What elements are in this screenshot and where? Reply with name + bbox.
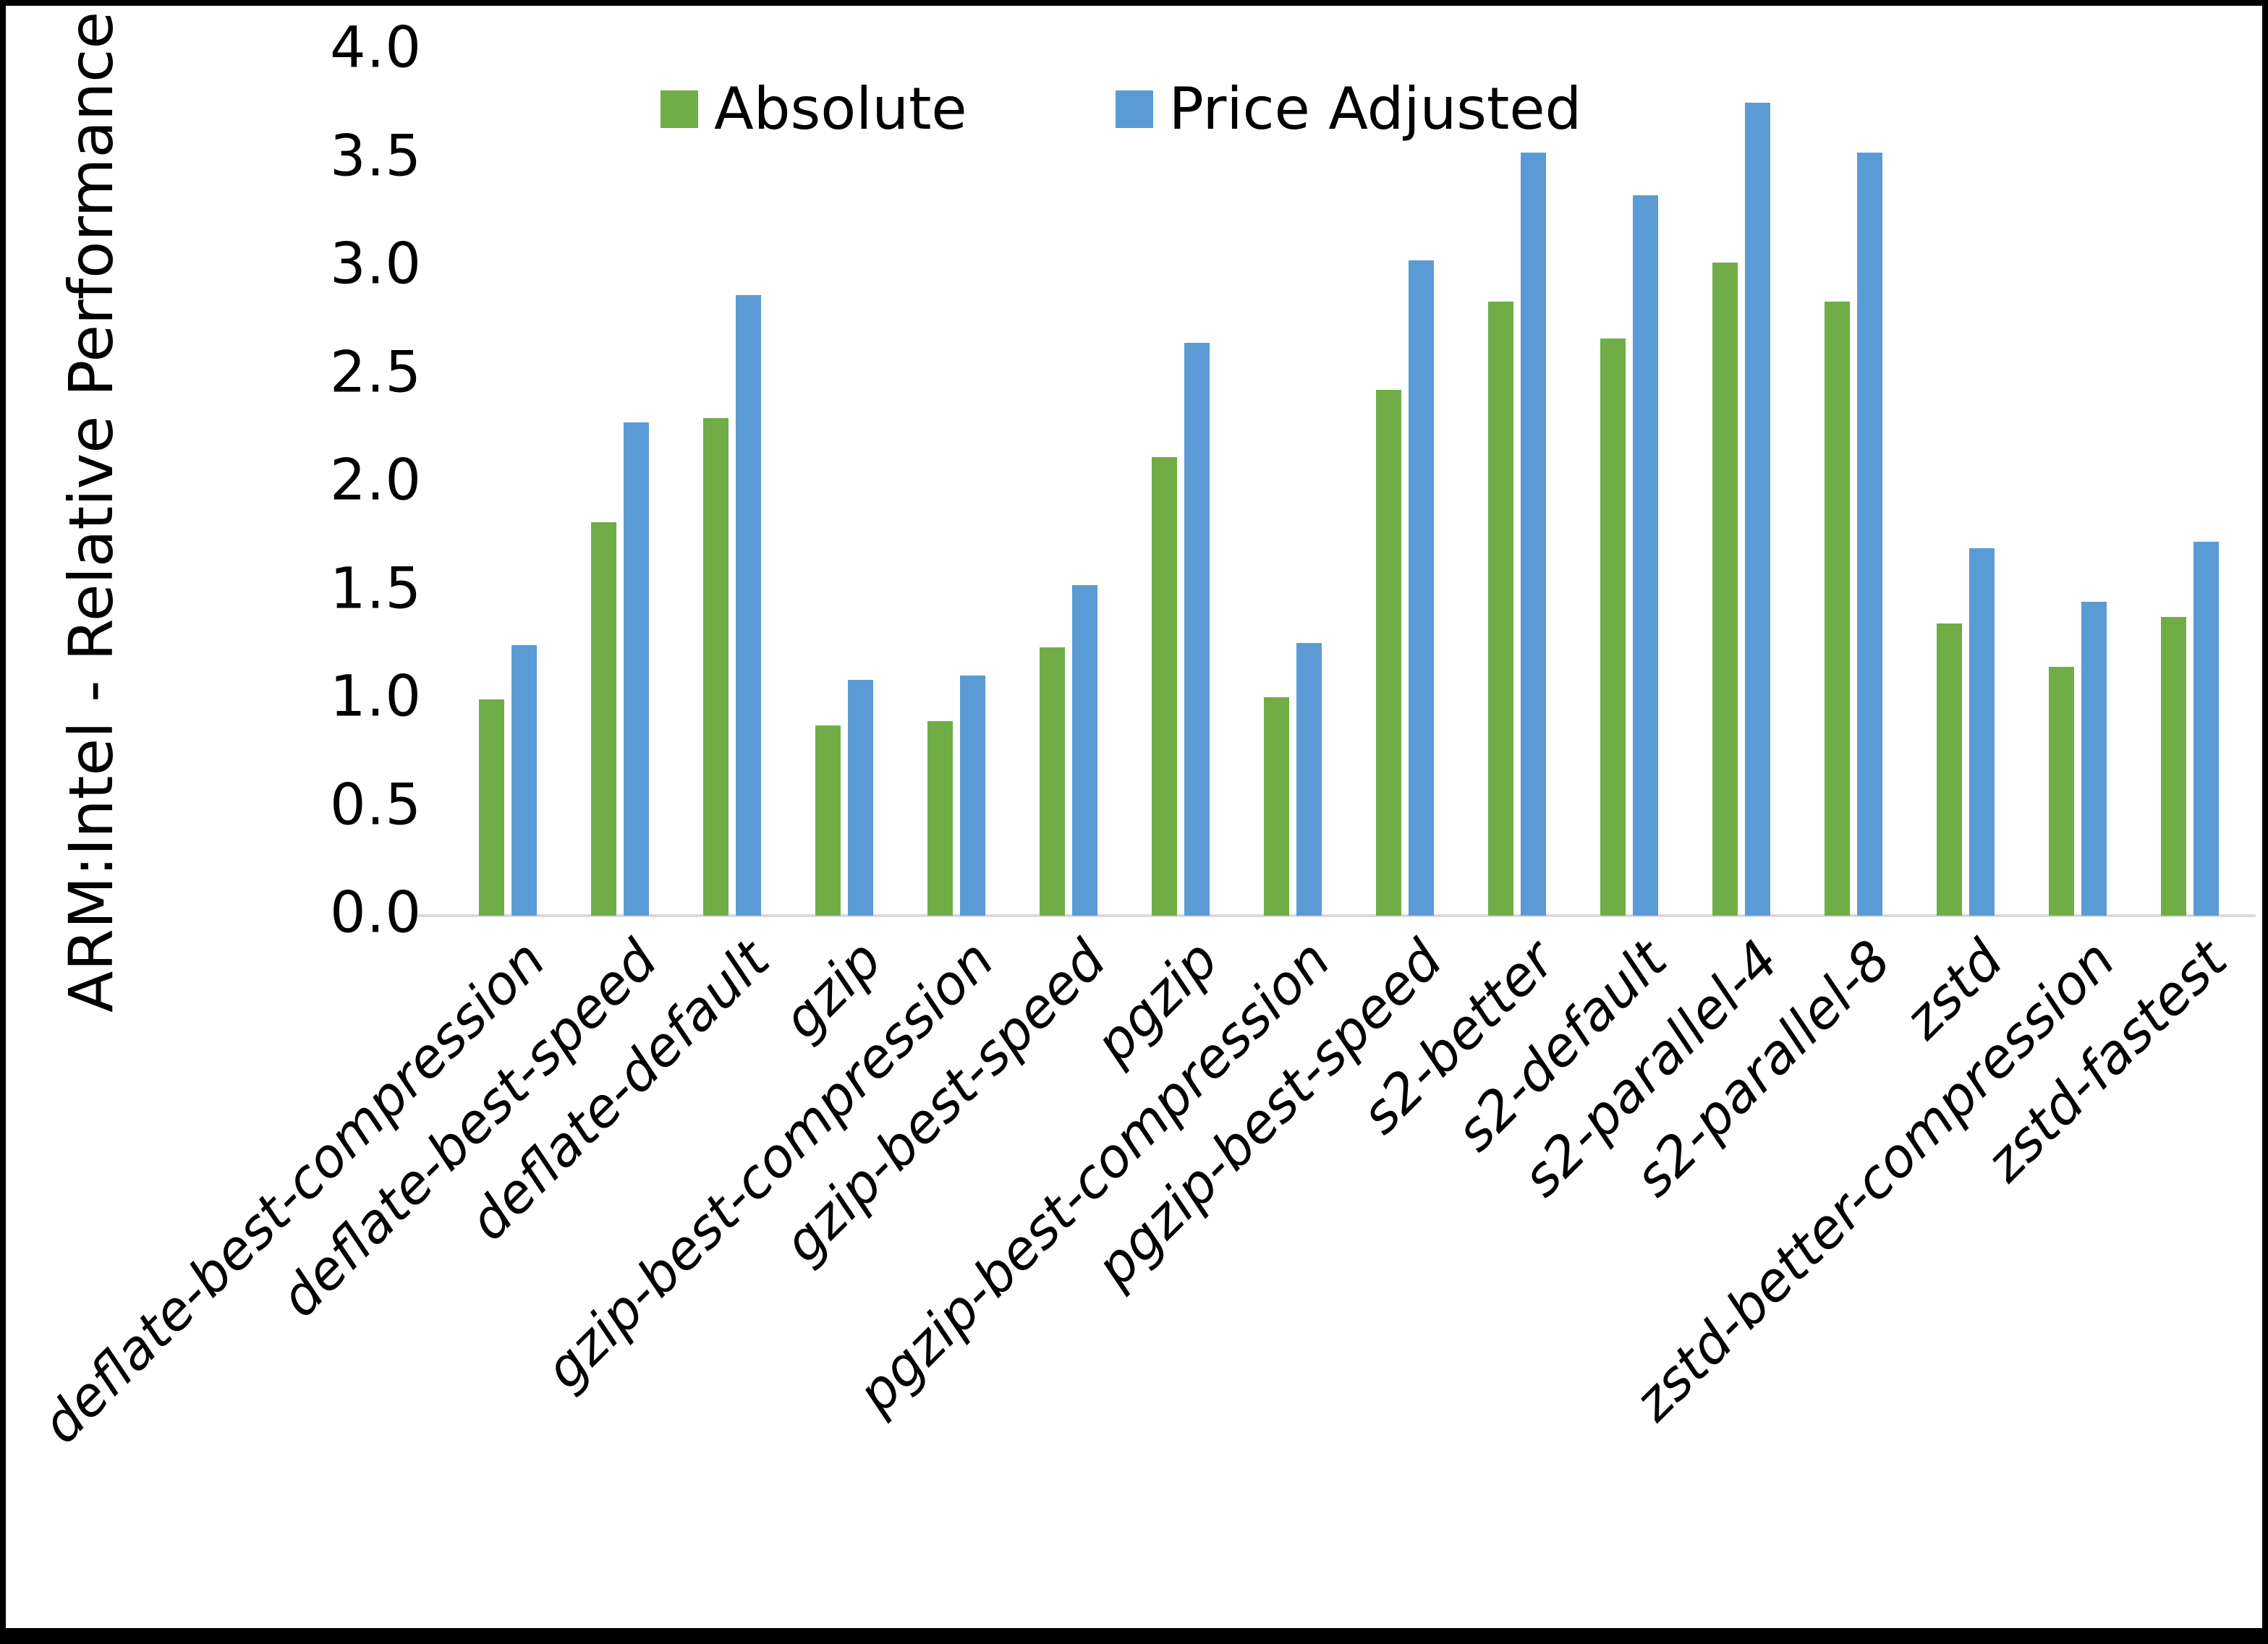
y-tick-label: 4.0 [329,15,422,81]
y-tick-label: 1.5 [329,555,422,621]
y-tick-label: 0.5 [329,772,422,838]
bar-price-adjusted-pgzip [1184,343,1210,916]
bar-absolute-zstd [1937,623,1962,916]
bar-price-adjusted-s2-parallel-4 [1745,103,1770,916]
bar-price-adjusted-zstd [1969,548,1995,916]
bar-absolute-deflate-default [703,418,729,916]
bar-absolute-pgzip-best-compression [1264,697,1289,916]
bar-absolute-gzip-best-speed [1040,647,1065,916]
bar-price-adjusted-s2-parallel-8 [1857,153,1882,916]
bar-price-adjusted-pgzip-best-compression [1296,643,1322,916]
bar-price-adjusted-zstd-fastest [2193,542,2219,916]
bar-price-adjusted-deflate-default [736,295,761,916]
bar-price-adjusted-s2-default [1633,195,1658,916]
bar-price-adjusted-gzip-best-speed [1072,585,1097,916]
bar-absolute-s2-default [1600,338,1626,916]
bar-absolute-s2-parallel-4 [1712,263,1738,916]
legend: Absolute Price Adjusted [661,75,1581,142]
y-tick-label: 2.0 [329,448,422,514]
bar-absolute-pgzip-best-speed [1376,390,1401,916]
bar-price-adjusted-zstd-better-compression [2081,602,2107,916]
bar-absolute-gzip-best-compression [927,721,953,916]
bar-price-adjusted-pgzip-best-speed [1409,260,1434,916]
bar-absolute-zstd-better-compression [2049,667,2074,916]
y-tick-label: 0.0 [329,880,422,946]
bar-absolute-s2-parallel-8 [1825,302,1850,916]
bar-price-adjusted-deflate-best-speed [624,422,649,916]
bar-absolute-pgzip [1152,457,1177,916]
bar-absolute-zstd-fastest [2161,617,2186,916]
x-axis-line [411,914,2256,917]
y-tick-label: 1.0 [329,664,422,730]
bar-price-adjusted-gzip [848,680,873,916]
y-tick-label: 2.5 [329,339,422,405]
y-axis-title: ARM:Intel - Relative Performance [56,11,127,1013]
y-tick-label: 3.0 [329,231,422,297]
legend-label-absolute: Absolute [714,75,967,142]
bar-absolute-deflate-best-speed [591,522,616,916]
bar-price-adjusted-s2-better [1521,153,1546,916]
legend-swatch-price-adjusted-icon [1115,90,1153,128]
bar-price-adjusted-gzip-best-compression [960,676,985,916]
y-tick-label: 3.5 [329,123,422,189]
legend-label-price-adjusted: Price Adjusted [1168,75,1582,142]
bar-price-adjusted-deflate-best-compression [511,645,537,916]
bar-absolute-deflate-best-compression [479,699,504,916]
legend-swatch-absolute-icon [661,90,698,128]
bar-absolute-gzip [815,725,841,916]
bar-absolute-s2-better [1488,302,1513,916]
